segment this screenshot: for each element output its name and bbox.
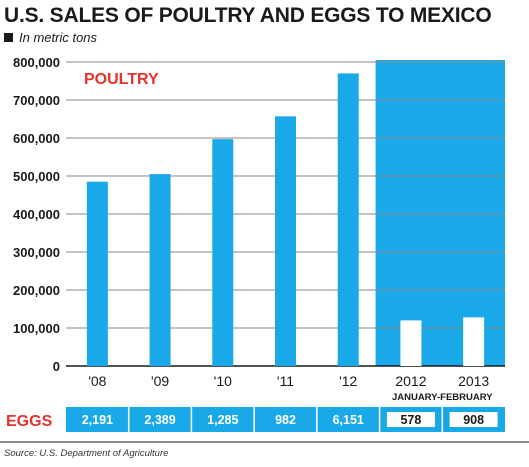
y-tick-label: 300,000 [13, 245, 60, 260]
x-tick-label: '12 [339, 373, 357, 389]
y-tick-label: 800,000 [13, 55, 60, 70]
eggs-value: 2,191 [82, 413, 113, 427]
y-tick-label: 0 [53, 359, 60, 374]
poultry-bar [86, 181, 108, 366]
period-note: JANUARY-FEBRUARY [392, 392, 493, 403]
chart-subtitle: In metric tons [4, 30, 97, 45]
eggs-label: EGGS [6, 413, 53, 430]
poultry-bar [212, 139, 234, 366]
poultry-bar [149, 174, 171, 366]
poultry-bar [337, 73, 359, 367]
x-tick-label: 2012 [395, 373, 426, 389]
series-label-poultry: POULTRY [84, 71, 159, 88]
y-tick-label: 400,000 [13, 207, 60, 222]
y-tick-label: 200,000 [13, 283, 60, 298]
eggs-white-box [386, 412, 435, 427]
eggs-value: 1,285 [207, 413, 238, 427]
poultry-bar [275, 116, 296, 366]
x-tick-label: '08 [88, 373, 106, 389]
y-tick-label: 700,000 [13, 93, 60, 108]
poultry-bar [463, 317, 485, 366]
chart-title: U.S. SALES OF POULTRY AND EGGS TO MEXICO [4, 4, 492, 27]
eggs-value: 6,151 [333, 413, 364, 427]
source-note: Source: U.S. Department of Agriculture [4, 448, 169, 459]
legend-square-icon [4, 33, 13, 42]
eggs-white-box [449, 412, 498, 427]
y-tick-label: 600,000 [13, 131, 60, 146]
poultry-bar [400, 320, 422, 366]
x-tick-label: '10 [214, 373, 232, 389]
eggs-value: 982 [275, 413, 296, 427]
eggs-value: 2,389 [144, 413, 175, 427]
jan-feb-highlight-panel [375, 60, 505, 366]
x-tick-label: 2013 [458, 373, 489, 389]
x-tick-label: '11 [277, 373, 294, 389]
y-tick-label: 500,000 [13, 169, 60, 184]
eggs-value: 578 [400, 413, 421, 427]
eggs-value: 908 [463, 413, 484, 427]
subtitle-text: In metric tons [19, 30, 98, 45]
y-tick-label: 100,000 [13, 321, 60, 336]
x-tick-label: '09 [151, 373, 169, 389]
